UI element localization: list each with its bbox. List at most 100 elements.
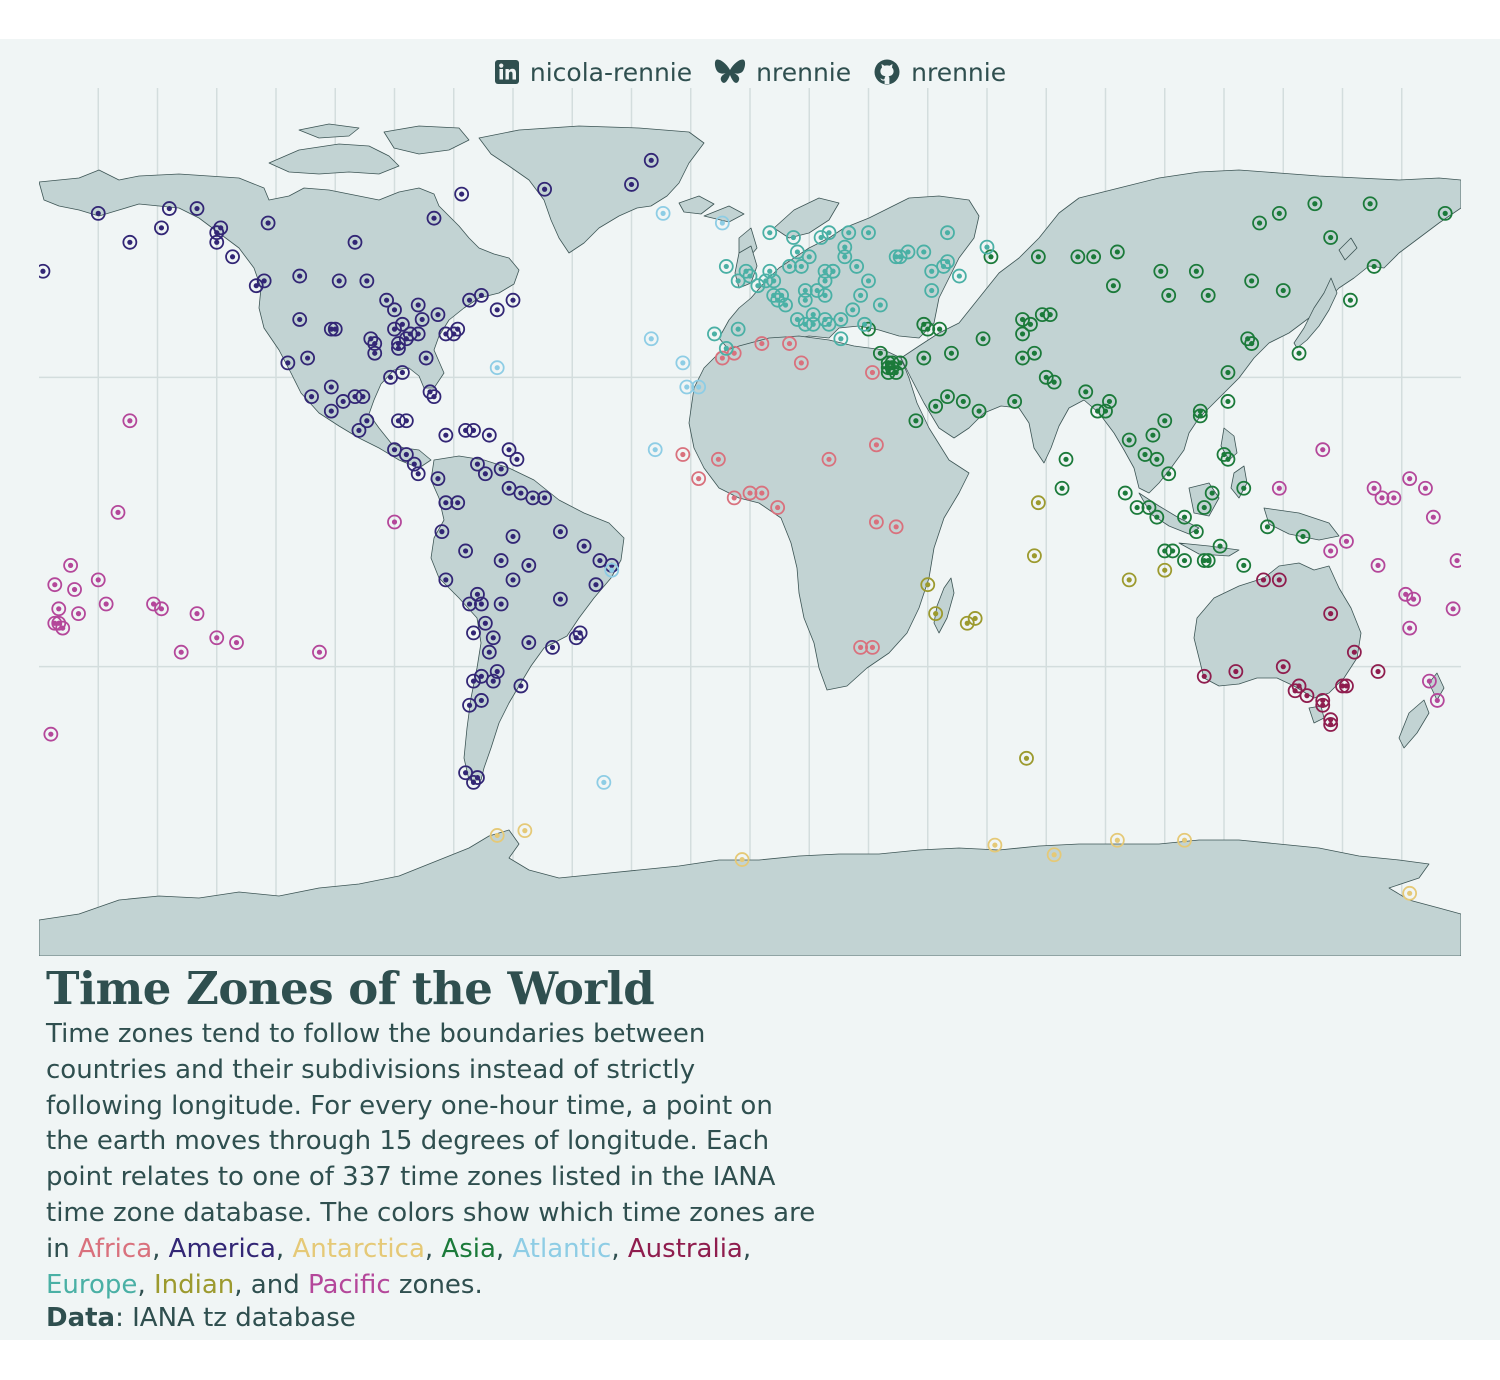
tz-point-america (473, 596, 489, 612)
tz-point-europe (797, 292, 813, 308)
subtitle-sep: , (275, 1233, 293, 1264)
tz-point-america (462, 596, 477, 612)
time-zone-points (39, 152, 1461, 901)
tz-point-america (450, 495, 466, 511)
tz-point-asia (1366, 259, 1382, 274)
tz-point-australia (1275, 659, 1291, 675)
tz-point-europe (940, 254, 955, 270)
tz-point-pacific (122, 413, 138, 429)
tz-point-europe (817, 287, 833, 303)
tz-point-america (572, 625, 588, 641)
bluesky-link[interactable]: nrennie (714, 58, 851, 87)
tz-point-pacific (1271, 480, 1287, 496)
tz-point-pacific (98, 596, 114, 612)
tz-point-europe (730, 273, 746, 289)
tz-point-america (256, 273, 272, 289)
tz-point-america (481, 644, 497, 660)
tz-point-australia (1315, 693, 1331, 708)
tz-point-asia (1192, 403, 1208, 419)
tz-point-pacific (229, 635, 244, 650)
tz-point-america (300, 350, 316, 366)
tz-point-atlantic (714, 215, 730, 231)
tz-point-america (438, 495, 454, 511)
tz-point-asia (1200, 287, 1216, 303)
tz-point-asia (1252, 215, 1267, 231)
tz-point-america (493, 553, 509, 568)
tz-point-asia (932, 321, 947, 337)
tz-point-america (323, 379, 339, 395)
tz-point-pacific (110, 504, 126, 520)
tz-point-asia (1145, 427, 1161, 443)
tz-point-pacific (1339, 533, 1354, 549)
tz-point-asia (1323, 230, 1339, 245)
tz-point-indian (1019, 750, 1034, 766)
tz-point-europe (738, 263, 754, 279)
tz-point-pacific (1425, 509, 1441, 525)
tz-point-asia (1260, 519, 1275, 535)
github-link[interactable]: nrennie (873, 58, 1006, 87)
tz-point-asia (1015, 312, 1030, 327)
tz-point-africa (793, 355, 809, 371)
tz-point-asia (1109, 244, 1125, 260)
tz-point-africa (754, 336, 770, 351)
tz-point-america (537, 181, 553, 197)
tz-point-america (477, 615, 493, 631)
tz-point-america (426, 389, 442, 405)
tz-point-australia (1323, 712, 1339, 728)
tz-point-asia (1188, 263, 1204, 279)
tz-point-asia (983, 249, 999, 265)
tz-point-europe (766, 287, 782, 303)
legend-asia: Asia (441, 1233, 496, 1264)
tz-point-pacific (67, 582, 82, 597)
tz-point-australia (1291, 678, 1307, 694)
tz-point-asia (1161, 287, 1177, 303)
subtitle-sep: , (611, 1233, 628, 1264)
linkedin-link[interactable]: nicola-rennie (494, 58, 692, 87)
tz-point-asia (1236, 557, 1252, 573)
tz-point-america (391, 413, 406, 429)
tz-point-america (213, 220, 229, 236)
tz-point-asia (955, 394, 971, 409)
tz-point-europe (924, 283, 940, 298)
tz-point-america (225, 249, 240, 265)
tz-point-america (347, 234, 363, 250)
tz-point-america (545, 639, 560, 655)
tz-point-antarctica (489, 828, 505, 843)
tz-point-asia (892, 355, 908, 371)
subtitle: Time zones tend to follow the boundaries… (46, 1017, 816, 1303)
tz-point-america (280, 355, 296, 371)
tz-point-asia (1271, 205, 1287, 221)
tz-point-europe (707, 326, 722, 342)
tz-point-asia (916, 316, 932, 332)
tz-point-pacific (1402, 620, 1418, 636)
tz-point-america (410, 466, 426, 482)
tz-point-europe (793, 259, 809, 274)
tz-point-america (466, 422, 481, 438)
tz-point-europe (718, 259, 734, 274)
tz-point-asia (1291, 345, 1307, 361)
subtitle-outro: zones. (390, 1269, 483, 1300)
tz-point-asia (1244, 336, 1260, 351)
land-europe (703, 195, 980, 354)
tz-point-asia (971, 403, 987, 419)
data-caption: Data: IANA tz database (46, 1303, 356, 1333)
tz-point-asia (944, 345, 959, 361)
tz-point-america (438, 427, 454, 443)
tz-point-pacific (312, 644, 327, 660)
tz-point-africa (821, 451, 837, 467)
tz-point-asia (1307, 196, 1323, 212)
tz-point-africa (865, 365, 880, 380)
tz-point-europe (730, 321, 746, 337)
tz-point-atlantic (489, 360, 505, 376)
tz-point-america (537, 490, 553, 506)
tz-point-america (154, 220, 169, 236)
tz-point-europe (805, 307, 821, 323)
tz-point-america (489, 302, 505, 318)
tz-point-asia (1220, 451, 1236, 467)
legend-atlantic: Atlantic (512, 1233, 612, 1264)
tz-point-asia (1090, 403, 1105, 419)
tz-point-asia (1058, 451, 1074, 467)
tz-point-america (248, 278, 264, 294)
tz-point-antarctica (1177, 832, 1192, 848)
tz-point-asia (975, 331, 991, 347)
